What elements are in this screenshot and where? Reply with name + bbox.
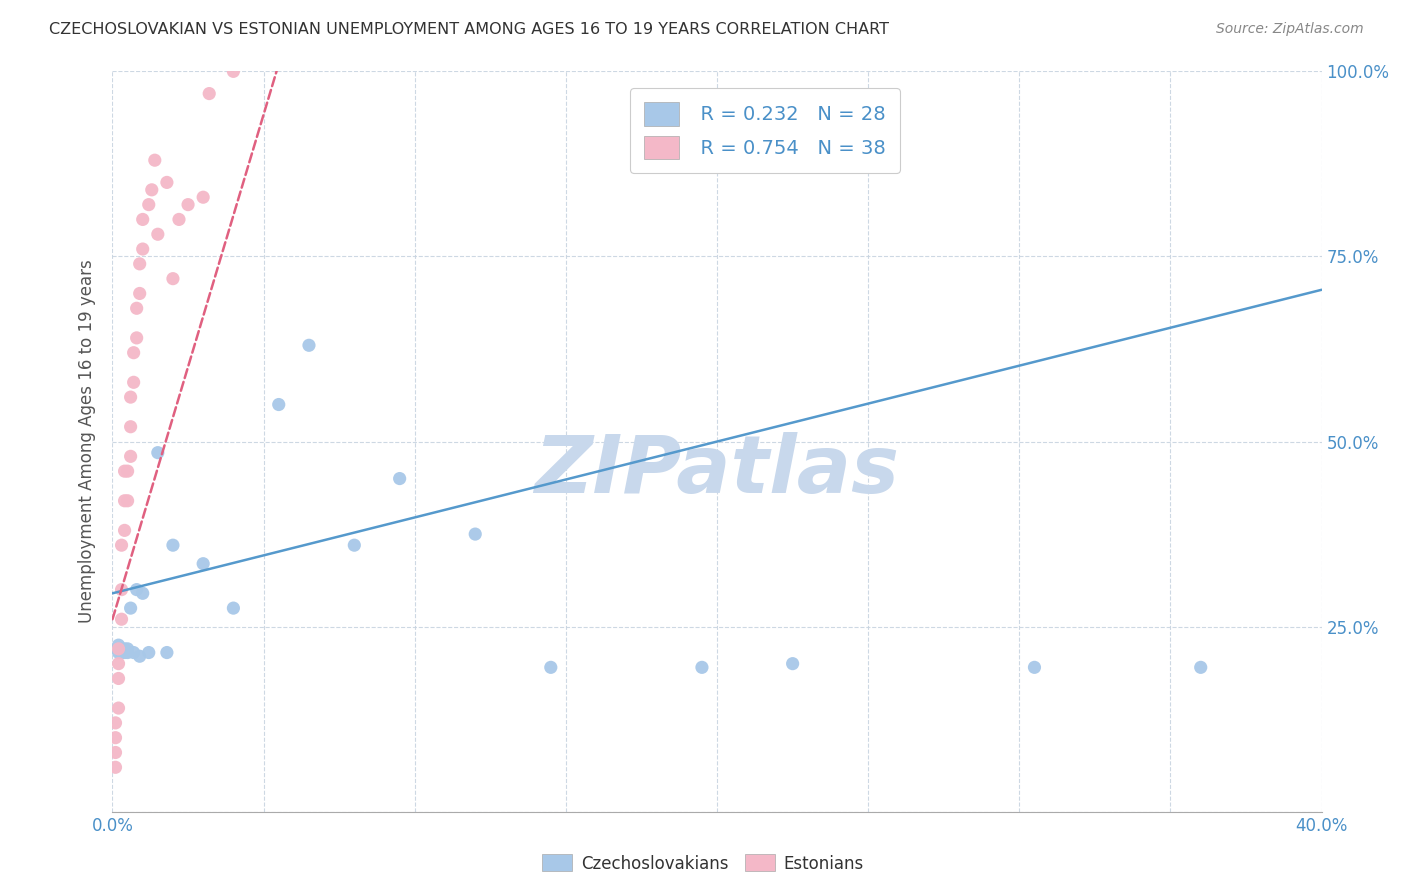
Point <box>146 227 169 242</box>
Point <box>198 87 221 101</box>
Point <box>222 64 245 78</box>
Point <box>107 657 129 671</box>
Point <box>117 464 139 478</box>
Text: CZECHOSLOVAKIAN VS ESTONIAN UNEMPLOYMENT AMONG AGES 16 TO 19 YEARS CORRELATION C: CZECHOSLOVAKIAN VS ESTONIAN UNEMPLOYMENT… <box>49 22 889 37</box>
Point <box>122 345 145 359</box>
Point <box>132 586 155 600</box>
Point <box>107 641 129 656</box>
Point <box>122 376 145 390</box>
Point <box>120 390 142 404</box>
Point <box>146 445 169 459</box>
Point <box>782 657 804 671</box>
Point <box>464 527 486 541</box>
Point <box>138 197 160 211</box>
Text: ZIPatlas: ZIPatlas <box>534 432 900 510</box>
Point <box>162 538 184 552</box>
Point <box>690 660 713 674</box>
Point <box>107 638 129 652</box>
Point <box>125 301 148 316</box>
Point <box>110 646 132 660</box>
Point <box>162 271 184 285</box>
Point <box>117 641 139 656</box>
Point <box>104 746 127 760</box>
Point <box>167 212 190 227</box>
Point <box>110 538 132 552</box>
Text: Source: ZipAtlas.com: Source: ZipAtlas.com <box>1216 22 1364 37</box>
Y-axis label: Unemployment Among Ages 16 to 19 years: Unemployment Among Ages 16 to 19 years <box>77 260 96 624</box>
Point <box>191 557 214 571</box>
Point <box>267 398 290 412</box>
Point <box>104 731 127 745</box>
Point <box>120 601 142 615</box>
Point <box>156 175 179 190</box>
Point <box>138 646 160 660</box>
Point <box>125 331 148 345</box>
Point <box>388 471 411 485</box>
Point <box>128 257 150 271</box>
Point <box>540 660 562 674</box>
Point <box>104 760 127 774</box>
Point <box>117 493 139 508</box>
Point <box>132 242 155 256</box>
Point <box>107 646 129 660</box>
Point <box>114 524 136 538</box>
Point <box>110 612 132 626</box>
Point <box>1189 660 1212 674</box>
Point <box>177 197 200 211</box>
Point <box>117 646 139 660</box>
Legend: Czechoslovakians, Estonians: Czechoslovakians, Estonians <box>536 847 870 880</box>
Point <box>132 212 155 227</box>
Point <box>343 538 366 552</box>
Point <box>298 338 321 352</box>
Point <box>141 183 163 197</box>
Point <box>114 464 136 478</box>
Point <box>120 450 142 464</box>
Point <box>110 582 132 597</box>
Point <box>143 153 166 168</box>
Point <box>120 419 142 434</box>
Legend:   R = 0.232   N = 28,   R = 0.754   N = 38: R = 0.232 N = 28, R = 0.754 N = 38 <box>630 88 900 173</box>
Point <box>128 649 150 664</box>
Point <box>114 646 136 660</box>
Point <box>107 672 129 686</box>
Point <box>128 286 150 301</box>
Point <box>222 601 245 615</box>
Point <box>122 646 145 660</box>
Point <box>125 582 148 597</box>
Point <box>1024 660 1046 674</box>
Point <box>114 641 136 656</box>
Point <box>191 190 214 204</box>
Point <box>156 646 179 660</box>
Point <box>114 493 136 508</box>
Point <box>107 701 129 715</box>
Point <box>104 715 127 730</box>
